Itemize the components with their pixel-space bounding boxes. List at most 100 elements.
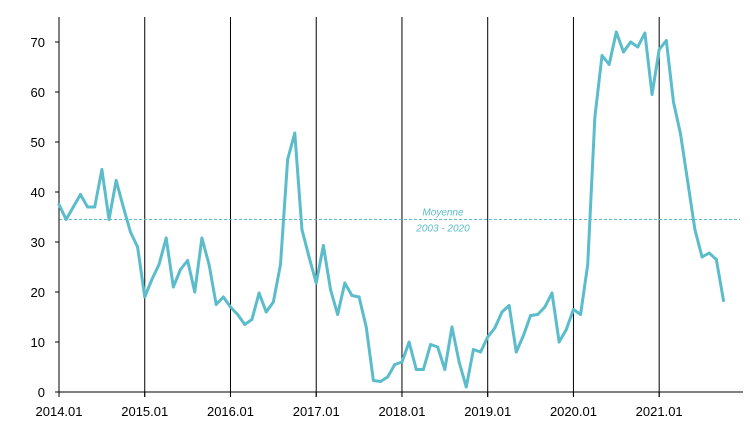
data-point — [443, 368, 447, 371]
x-tick-label: 2017.01 — [293, 404, 340, 419]
x-tick-label: 2018.01 — [378, 404, 425, 419]
data-point — [250, 318, 254, 321]
data-point — [236, 313, 240, 316]
data-point — [650, 93, 654, 96]
data-point — [329, 288, 332, 291]
data-point — [57, 203, 61, 206]
y-tick-label: 20 — [31, 285, 45, 300]
data-point — [536, 313, 540, 316]
data-point — [564, 328, 568, 331]
data-point — [593, 115, 597, 119]
data-point — [586, 263, 590, 266]
x-tick-label: 2015.01 — [121, 404, 168, 419]
data-point — [357, 295, 361, 299]
data-point — [129, 230, 132, 234]
data-point — [186, 259, 190, 262]
average-reference-group: Moyenne 2003 - 2020 — [59, 208, 740, 235]
data-point — [429, 343, 432, 346]
data-point — [643, 31, 647, 35]
data-point — [71, 205, 75, 209]
data-point — [271, 300, 275, 304]
data-point — [421, 368, 425, 371]
data-point — [171, 285, 175, 289]
data-point — [207, 263, 211, 266]
data-point — [371, 379, 375, 382]
data-point — [457, 360, 461, 364]
data-point — [343, 281, 347, 285]
data-point — [707, 251, 711, 255]
data-point — [79, 193, 82, 196]
data-point — [86, 205, 89, 209]
data-point — [543, 305, 547, 309]
data-point — [179, 268, 182, 271]
data-point — [221, 295, 225, 299]
data-point — [407, 340, 411, 344]
data-point — [500, 310, 504, 314]
data-point — [200, 236, 204, 240]
data-point — [143, 295, 147, 299]
data-point — [607, 63, 611, 66]
data-point — [529, 314, 532, 317]
data-point — [279, 263, 282, 266]
data-point — [379, 380, 382, 383]
data-point — [293, 131, 297, 135]
x-tick-label: 2021.01 — [636, 404, 683, 419]
data-point — [700, 255, 704, 259]
data-point — [507, 304, 511, 307]
data-point — [100, 168, 104, 171]
data-point — [486, 335, 490, 339]
y-tick-label: 60 — [31, 85, 45, 100]
x-axis-ticks: 2014.01 2015.01 2016.01 2017.01 2018.01 2019.… — [36, 392, 683, 419]
data-point — [450, 325, 454, 329]
data-point — [493, 326, 497, 330]
average-label-line1: Moyenne — [422, 208, 464, 219]
series-line — [57, 30, 725, 389]
data-point — [107, 218, 111, 221]
data-point — [336, 313, 340, 316]
data-point — [386, 375, 390, 379]
data-point — [300, 228, 304, 231]
data-point — [229, 305, 232, 309]
data-point — [136, 245, 139, 249]
data-point — [414, 368, 418, 371]
data-point — [164, 236, 168, 240]
y-tick-label: 70 — [31, 35, 45, 50]
data-point — [579, 313, 582, 316]
y-tick-label: 10 — [31, 335, 45, 350]
axes — [58, 17, 743, 393]
data-point — [93, 205, 97, 209]
data-point — [722, 299, 725, 302]
x-tick-label: 2020.01 — [550, 404, 597, 419]
data-point — [522, 334, 525, 337]
data-point — [472, 348, 475, 351]
data-point — [629, 40, 632, 44]
data-point — [157, 263, 161, 266]
data-point — [550, 291, 554, 295]
data-point — [572, 308, 575, 311]
data-point — [464, 385, 468, 389]
data-point — [393, 363, 397, 366]
data-point — [714, 258, 718, 261]
data-point — [364, 325, 368, 329]
data-point — [479, 350, 482, 354]
data-point — [150, 278, 154, 281]
average-label-line2: 2003 - 2020 — [415, 224, 470, 235]
data-point — [264, 310, 268, 314]
data-point — [314, 281, 318, 285]
data-point — [514, 350, 518, 354]
data-point — [679, 133, 683, 136]
data-point — [400, 360, 404, 364]
y-tick-label: 40 — [31, 185, 45, 200]
data-point — [257, 291, 261, 295]
series-points — [57, 30, 725, 389]
data-point — [286, 158, 290, 161]
y-tick-label: 30 — [31, 235, 45, 250]
data-point — [636, 45, 640, 49]
y-tick-label: 0 — [38, 385, 45, 400]
x-tick-label: 2014.01 — [36, 404, 83, 419]
data-point — [321, 244, 325, 247]
data-point — [64, 218, 68, 221]
data-point — [614, 30, 618, 34]
year-separator-lines — [144, 17, 660, 397]
